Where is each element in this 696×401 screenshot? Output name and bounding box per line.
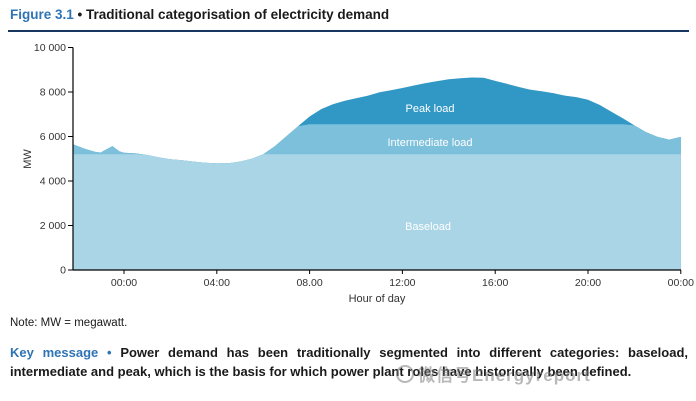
title-bullet: •	[77, 7, 83, 22]
x-tick-label: 12:00	[389, 277, 415, 289]
key-message-text1: Power demand has been traditionally segm…	[120, 345, 688, 360]
y-tick-label: 10 000	[34, 42, 66, 54]
x-tick-label: 08.00	[296, 277, 322, 289]
y-tick-label: 8 000	[40, 87, 66, 99]
area-baseload	[73, 154, 681, 270]
x-tick-label: 16:00	[482, 277, 508, 289]
title-divider	[8, 30, 689, 32]
band-label-intermediate: Intermediate load	[388, 137, 473, 149]
x-axis-title: Hour of day	[349, 293, 406, 305]
figure-note: Note: MW = megawatt.	[10, 317, 128, 329]
figure-title-text: Traditional categorisation of electricit…	[86, 7, 390, 22]
y-tick-label: 0	[60, 265, 66, 277]
figure-title: Figure 3.1 • Traditional categorisation …	[10, 7, 389, 22]
key-message-line1: Key message • Power demand has been trad…	[10, 343, 688, 362]
figure-number: Figure 3.1	[10, 7, 74, 22]
x-tick-label: 20:00	[575, 277, 601, 289]
demand-area-chart: 0 2 000 4 000 6 000 8 000 10 000 00:00 04:00 08.…	[34, 42, 694, 305]
key-message-bullet: •	[107, 345, 112, 360]
band-label-peak: Peak load	[406, 103, 455, 115]
x-tick-label: 04:00	[204, 277, 230, 289]
key-message: Key message • Power demand has been trad…	[10, 343, 688, 381]
key-message-label: Key message	[10, 345, 99, 360]
key-message-line2: intermediate and peak, which is the basi…	[10, 364, 632, 379]
band-label-baseload: Baseload	[405, 221, 451, 233]
x-tick-label: 00:00	[668, 277, 694, 289]
y-tick-label: 4 000	[40, 176, 66, 188]
y-tick-label: 2 000	[40, 220, 66, 232]
x-tick-label: 00:00	[111, 277, 137, 289]
y-tick-label: 6 000	[40, 131, 66, 143]
